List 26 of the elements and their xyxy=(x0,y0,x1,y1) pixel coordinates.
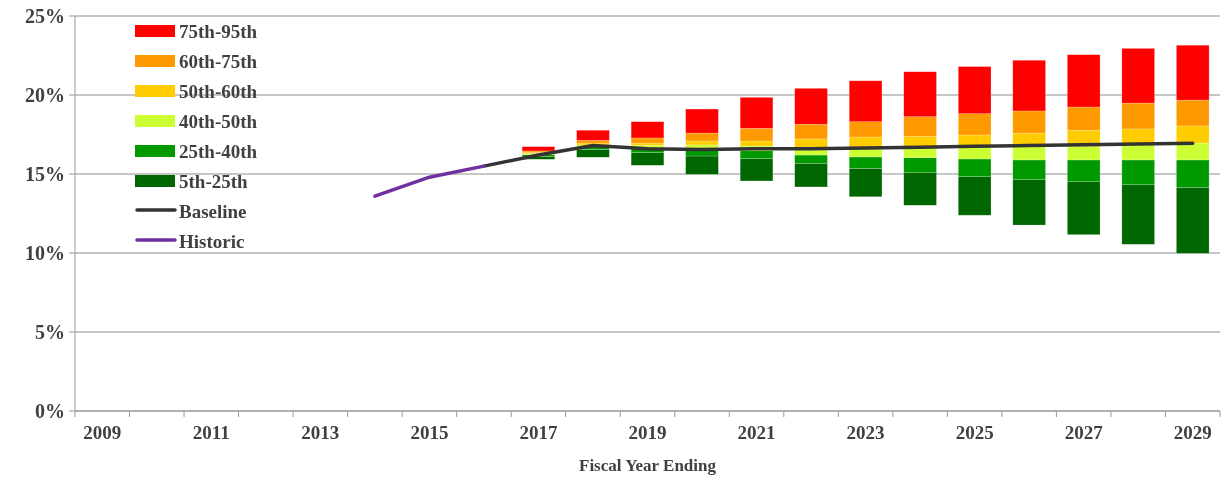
legend-label: Baseline xyxy=(179,200,247,222)
x-tick-label: 2025 xyxy=(955,422,994,443)
x-tick-label: 2013 xyxy=(301,422,340,443)
legend-label: Historic xyxy=(179,230,245,252)
legend-label: 50th-60th xyxy=(179,80,258,102)
y-tick-label: 0% xyxy=(35,400,65,422)
legend-label: 40th-50th xyxy=(179,110,258,132)
legend-label: 60th-75th xyxy=(179,50,258,72)
legend-label: 5th-25th xyxy=(179,170,249,192)
x-tick-label: 2015 xyxy=(410,422,449,443)
y-tick-label: 15% xyxy=(25,163,65,185)
x-tick-label: 2017 xyxy=(519,422,558,443)
x-tick-label: 2019 xyxy=(628,422,667,443)
x-tick-label: 2011 xyxy=(192,422,230,443)
legend-label: 25th-40th xyxy=(179,140,258,162)
y-tick-label: 25% xyxy=(25,5,65,27)
x-axis-title: Fiscal Year Ending xyxy=(579,456,717,475)
x-tick-label: 2023 xyxy=(846,422,885,443)
y-tick-label: 5% xyxy=(35,321,65,343)
x-tick-label: 2027 xyxy=(1064,422,1104,443)
legend-label: 75th-95th xyxy=(179,20,258,42)
x-tick-label: 2029 xyxy=(1173,422,1212,443)
y-tick-label: 10% xyxy=(25,242,65,264)
y-tick-label: 20% xyxy=(25,84,65,106)
x-tick-label: 2009 xyxy=(83,422,122,443)
x-tick-label: 2021 xyxy=(737,422,776,443)
